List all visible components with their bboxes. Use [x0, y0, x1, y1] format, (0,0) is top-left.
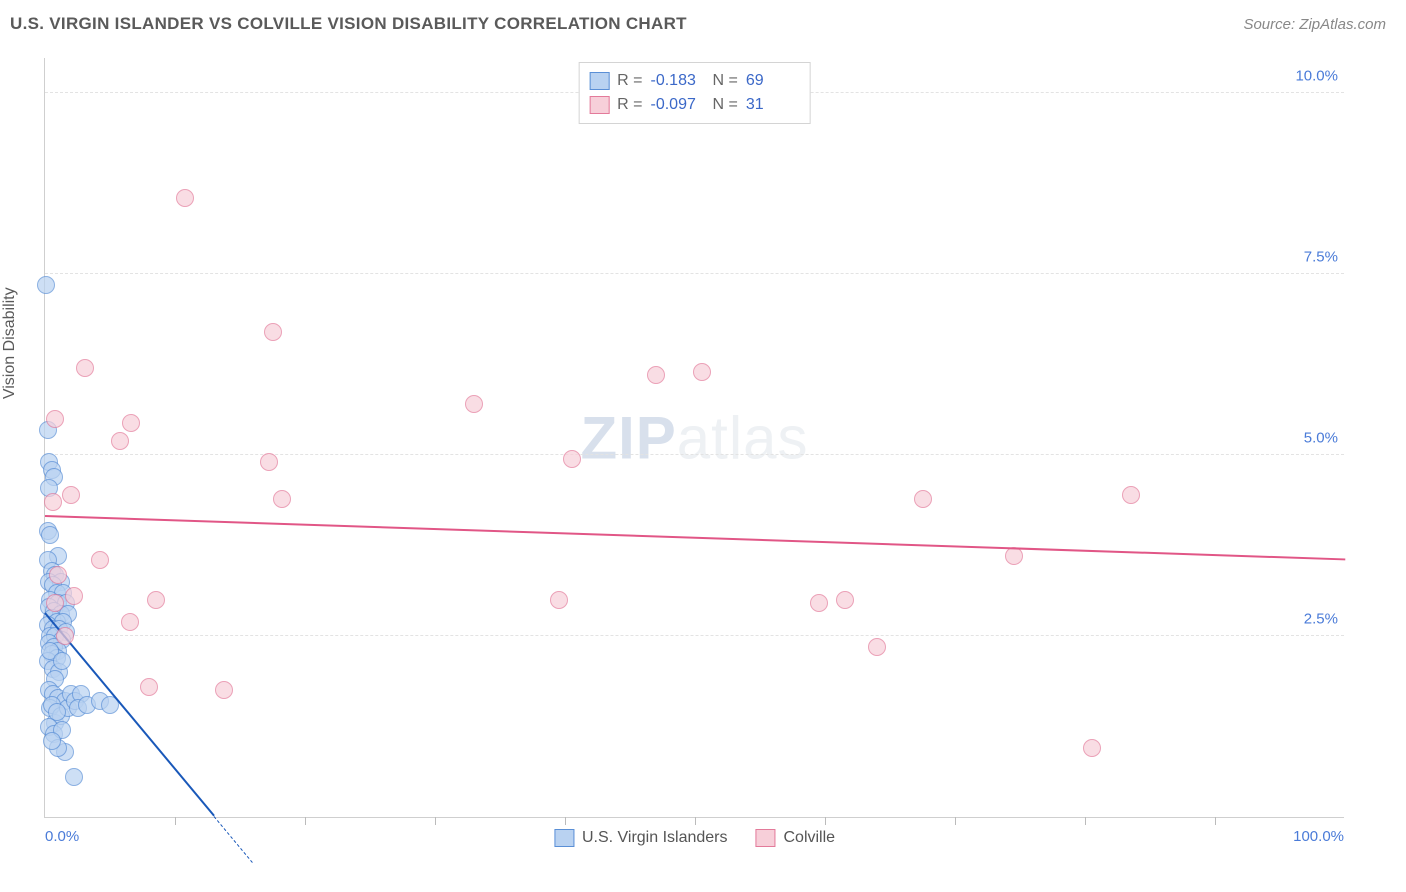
data-point — [264, 323, 282, 341]
gridline — [45, 454, 1344, 455]
y-tick-label: 7.5% — [1304, 249, 1338, 266]
x-tick — [955, 817, 956, 825]
data-point — [836, 591, 854, 609]
x-tick — [1085, 817, 1086, 825]
x-tick-label: 100.0% — [1293, 828, 1344, 845]
legend-swatch — [589, 72, 609, 90]
data-point — [465, 395, 483, 413]
data-point — [693, 363, 711, 381]
scatter-chart: ZIPatlas 2.5%5.0%7.5%10.0%0.0%100.0%R =-… — [44, 58, 1344, 818]
data-point — [810, 594, 828, 612]
data-point — [62, 486, 80, 504]
legend-swatch — [755, 829, 775, 847]
data-point — [56, 627, 74, 645]
data-point — [140, 678, 158, 696]
data-point — [111, 432, 129, 450]
x-tick — [175, 817, 176, 825]
chart-title: U.S. VIRGIN ISLANDER VS COLVILLE VISION … — [10, 14, 687, 34]
series-legend: U.S. Virgin Islanders Colville — [554, 829, 835, 847]
legend-swatch — [589, 96, 609, 114]
data-point — [215, 681, 233, 699]
watermark: ZIPatlas — [580, 403, 808, 472]
legend-row: R = -0.183 N = 69 — [589, 69, 800, 93]
legend-swatch — [554, 829, 574, 847]
data-point — [49, 566, 67, 584]
y-tick-label: 10.0% — [1295, 68, 1338, 85]
legend-n-label: N = — [713, 69, 738, 93]
legend-label: U.S. Virgin Islanders — [582, 829, 728, 847]
x-tick-label: 0.0% — [45, 828, 79, 845]
data-point — [122, 414, 140, 432]
data-point — [1122, 486, 1140, 504]
legend-item: Colville — [755, 829, 835, 847]
y-tick-label: 5.0% — [1304, 430, 1338, 447]
gridline — [45, 273, 1344, 274]
data-point — [91, 551, 109, 569]
legend-r-label: R = — [617, 69, 642, 93]
trend-line — [45, 515, 1345, 560]
data-point — [53, 652, 71, 670]
legend-row: R = -0.097 N = 31 — [589, 93, 800, 117]
data-point — [260, 453, 278, 471]
data-point — [176, 189, 194, 207]
legend-r-value: -0.097 — [651, 93, 705, 117]
legend-item: U.S. Virgin Islanders — [554, 829, 728, 847]
data-point — [914, 490, 932, 508]
y-axis-title: Vision Disability — [1, 287, 19, 399]
data-point — [121, 613, 139, 631]
data-point — [647, 366, 665, 384]
source-label: Source: ZipAtlas.com — [1243, 16, 1386, 33]
legend-n-value: 69 — [746, 69, 800, 93]
data-point — [44, 493, 62, 511]
x-tick — [305, 817, 306, 825]
data-point — [868, 638, 886, 656]
y-tick-label: 2.5% — [1304, 611, 1338, 628]
x-tick — [1215, 817, 1216, 825]
data-point — [1005, 547, 1023, 565]
gridline — [45, 635, 1344, 636]
data-point — [76, 359, 94, 377]
legend-r-label: R = — [617, 93, 642, 117]
x-tick — [435, 817, 436, 825]
data-point — [41, 526, 59, 544]
trend-line-dash — [214, 816, 253, 863]
data-point — [43, 732, 61, 750]
data-point — [550, 591, 568, 609]
data-point — [46, 594, 64, 612]
legend-r-value: -0.183 — [651, 69, 705, 93]
x-tick — [825, 817, 826, 825]
data-point — [147, 591, 165, 609]
legend-n-label: N = — [713, 93, 738, 117]
data-point — [65, 768, 83, 786]
data-point — [1083, 739, 1101, 757]
x-tick — [565, 817, 566, 825]
header: U.S. VIRGIN ISLANDER VS COLVILLE VISION … — [0, 0, 1406, 44]
data-point — [65, 587, 83, 605]
data-point — [563, 450, 581, 468]
data-point — [46, 410, 64, 428]
x-tick — [695, 817, 696, 825]
data-point — [273, 490, 291, 508]
legend-label: Colville — [783, 829, 835, 847]
correlation-legend: R = -0.183 N = 69 R = -0.097 N = 31 — [578, 62, 811, 124]
data-point — [37, 276, 55, 294]
legend-n-value: 31 — [746, 93, 800, 117]
